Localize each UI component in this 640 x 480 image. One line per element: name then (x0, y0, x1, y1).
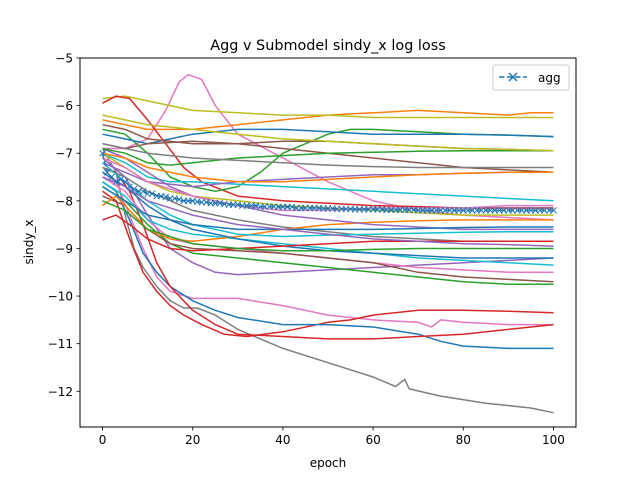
agg-point-6 (126, 183, 133, 190)
legend-box (492, 64, 570, 91)
agg-series-layer (99, 149, 557, 214)
agg-point-0 (99, 149, 106, 157)
y-axis: −12 −11 −10 −9 −8 −7 −6 −5 (48, 52, 80, 399)
agg-point-100 (550, 207, 557, 214)
y-tick-label: −5 (55, 52, 73, 66)
submodel-series-line-13 (102, 181, 554, 350)
submodel-series-line-2 (102, 73, 554, 221)
agg-point-11 (148, 190, 156, 198)
y-tick-label: −9 (55, 242, 73, 256)
agg-point-7 (130, 185, 138, 193)
submodel-series-line-19 (102, 181, 554, 266)
y-tick-label: −7 (55, 147, 73, 161)
legend-agg-label: agg (538, 71, 561, 85)
x-tick-label: 40 (275, 433, 290, 447)
x-tick-label: 20 (185, 433, 200, 447)
agg-point-4 (117, 176, 124, 183)
submodel-series-line-35 (102, 176, 554, 247)
submodel-series-line-30 (102, 152, 554, 183)
y-tick-label: −11 (48, 337, 73, 351)
submodel-series-line-6 (102, 128, 554, 193)
submodel-series-line-33 (102, 142, 554, 169)
chart-title: Agg v Submodel sindy_x log loss (210, 38, 445, 54)
submodel-series-line-22 (102, 195, 554, 243)
agg-point-14 (162, 193, 170, 201)
agg-point-17 (175, 196, 183, 203)
submodel-series-line-24 (102, 147, 554, 231)
x-tick-label: 60 (365, 433, 380, 447)
agg-point-3 (112, 178, 120, 186)
submodel-series-line-11 (102, 171, 554, 328)
x-axis: 0 20 40 60 80 100 (99, 427, 565, 447)
submodel-series-line-29 (102, 114, 554, 152)
submodel-series-line-17 (102, 185, 554, 285)
axes-frame (79, 57, 577, 428)
legend-agg-marker (508, 72, 518, 82)
y-tick-label: −12 (48, 385, 73, 399)
submodel-series-line-15 (102, 157, 554, 276)
x-tick-label: 80 (456, 433, 471, 447)
x-tick-label: 0 (99, 433, 107, 447)
agg-point-9 (139, 187, 147, 195)
x-axis-label: epoch (310, 456, 347, 470)
y-tick-label: −10 (48, 290, 73, 304)
submodel-series-line-32 (102, 185, 554, 231)
submodel-series-line-4 (102, 95, 554, 119)
y-tick-label: −8 (55, 194, 73, 208)
submodel-series-line-12 (102, 190, 554, 338)
submodel-series-line-25 (102, 214, 554, 252)
submodel-series-line-26 (102, 147, 554, 166)
submodel-series-line-9 (102, 152, 554, 202)
submodel-series-line-1 (101, 148, 554, 414)
legend: agg (492, 64, 570, 91)
submodel-series-line-34 (102, 200, 554, 252)
y-tick-label: −6 (55, 99, 73, 113)
x-tick-label: 100 (542, 433, 565, 447)
y-axis-label: sindy_x (22, 219, 36, 264)
series-layer (101, 73, 554, 414)
